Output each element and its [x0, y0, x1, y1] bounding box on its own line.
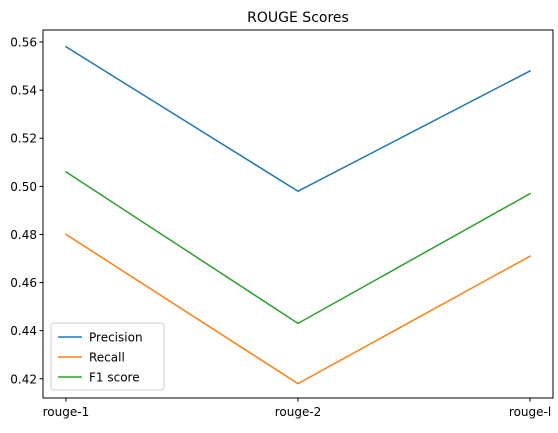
y-tick-label: 0.56 — [10, 36, 37, 50]
legend-label: F1 score — [89, 371, 140, 385]
legend: Precision Recall F1 score — [50, 322, 165, 391]
x-tick-label: rouge-1 — [43, 405, 90, 419]
legend-label: Recall — [89, 351, 125, 365]
y-tick-label: 0.54 — [10, 84, 37, 98]
chart-title: ROUGE Scores — [247, 10, 349, 26]
y-tick-label: 0.48 — [10, 228, 37, 242]
x-tick-label: rouge-l — [509, 405, 551, 419]
legend-box — [50, 322, 165, 391]
y-tick-label: 0.50 — [10, 180, 37, 194]
series-line-recall — [64, 233, 532, 385]
legend-label: Precision — [89, 331, 143, 345]
y-tick-label: 0.42 — [10, 372, 37, 386]
y-tick-label: 0.44 — [10, 324, 37, 338]
series-lines — [64, 45, 532, 385]
y-tick-label: 0.46 — [10, 276, 37, 290]
x-tick-label: rouge-2 — [275, 405, 322, 419]
y-axis-ticks: 0.42 0.44 0.46 0.48 0.50 0.52 0.54 0.56 — [10, 36, 43, 386]
y-tick-label: 0.52 — [10, 132, 37, 146]
axes-frame — [42, 29, 554, 399]
x-axis-ticks: rouge-1 rouge-2 rouge-l — [43, 398, 551, 419]
series-line-precision — [64, 45, 532, 192]
series-line-f1-score — [64, 170, 532, 325]
